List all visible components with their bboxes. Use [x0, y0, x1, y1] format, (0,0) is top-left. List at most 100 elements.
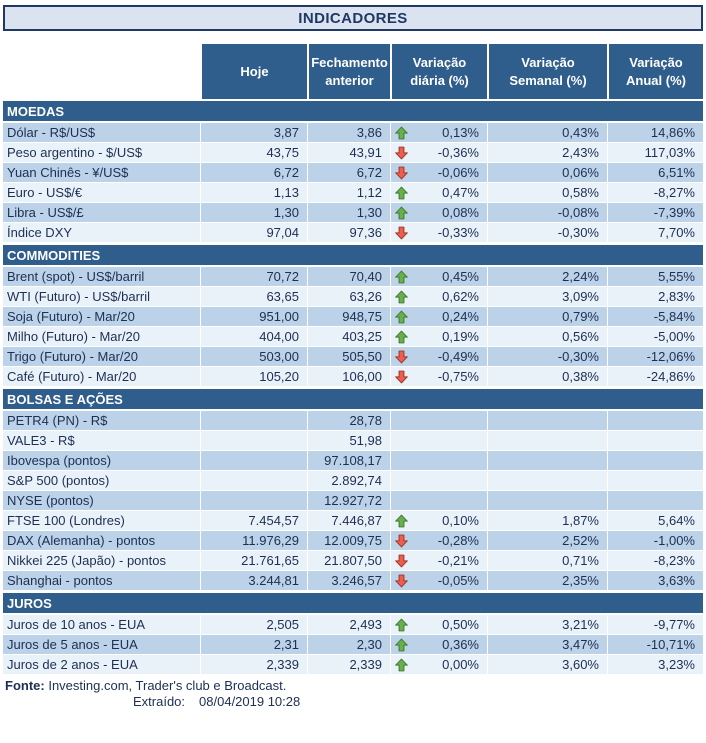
row-label: Trigo (Futuro) - Mar/20 [3, 347, 200, 366]
variacao-semanal-value: 3,60% [487, 655, 607, 674]
variacao-diaria-value: 0,62% [442, 289, 479, 304]
row-label: Nikkei 225 (Japão) - pontos [3, 551, 200, 570]
row-label: Brent (spot) - US$/barril [3, 267, 200, 286]
row-label: VALE3 - R$ [3, 431, 200, 450]
variacao-anual-value: -8,23% [607, 551, 703, 570]
variacao-diaria-cell: 0,36% [390, 635, 487, 654]
fechamento-anterior-value: 28,78 [307, 411, 390, 430]
variacao-anual-value [607, 491, 703, 510]
row-label: Juros de 10 anos - EUA [3, 615, 200, 634]
table-row: NYSE (pontos) 12.927,72 [3, 491, 703, 511]
row-label: Euro - US$/€ [3, 183, 200, 202]
up-arrow-icon [395, 310, 410, 324]
hoje-value: 3,87 [200, 123, 307, 142]
hoje-value [200, 491, 307, 510]
variacao-diaria-value: 0,50% [442, 617, 479, 632]
section-header-juros: JUROS [3, 593, 703, 613]
row-label: Shanghai - pontos [3, 571, 200, 590]
variacao-anual-value: 117,03% [607, 143, 703, 162]
section-header-commodities: COMMODITIES [3, 245, 703, 265]
variacao-diaria-cell [390, 451, 487, 470]
variacao-semanal-value: 2,43% [487, 143, 607, 162]
page-title: INDICADORES [3, 5, 703, 31]
table-row: Soja (Futuro) - Mar/20 951,00 948,75 0,24% 0… [3, 307, 703, 327]
source-label: Fonte: [5, 678, 45, 693]
variacao-diaria-value: -0,49% [437, 349, 479, 364]
variacao-diaria-value: -0,75% [437, 369, 479, 384]
up-arrow-icon [395, 290, 410, 304]
table-row: Dólar - R$/US$ 3,87 3,86 0,13% 0,43% 14,86% [3, 123, 703, 143]
fechamento-anterior-value: 1,12 [307, 183, 390, 202]
variacao-semanal-value: 1,87% [487, 511, 607, 530]
fechamento-anterior-value: 505,50 [307, 347, 390, 366]
hoje-value: 70,72 [200, 267, 307, 286]
table-row: S&P 500 (pontos) 2.892,74 [3, 471, 703, 491]
variacao-semanal-value: 0,71% [487, 551, 607, 570]
row-label: Soja (Futuro) - Mar/20 [3, 307, 200, 326]
variacao-semanal-value: 2,52% [487, 531, 607, 550]
variacao-semanal-value [487, 491, 607, 510]
column-header-row: Hoje Fechamento anterior Variação diária (… [3, 44, 703, 99]
down-arrow-icon [395, 534, 410, 548]
row-label: Juros de 5 anos - EUA [3, 635, 200, 654]
up-arrow-icon [395, 618, 410, 632]
indicators-report: INDICADORES Hoje Fechamento anterior Varia… [3, 5, 704, 710]
variacao-semanal-value: 3,21% [487, 615, 607, 634]
fechamento-anterior-value: 2,493 [307, 615, 390, 634]
variacao-anual-value: 3,23% [607, 655, 703, 674]
variacao-diaria-cell: -0,36% [390, 143, 487, 162]
up-arrow-icon [395, 186, 410, 200]
footer: Fonte: Investing.com, Trader's club e Br… [3, 678, 704, 710]
row-label: NYSE (pontos) [3, 491, 200, 510]
variacao-diaria-cell: -0,21% [390, 551, 487, 570]
down-arrow-icon [395, 574, 410, 588]
fechamento-anterior-value: 97.108,17 [307, 451, 390, 470]
variacao-anual-value: -12,06% [607, 347, 703, 366]
variacao-diaria-cell [390, 471, 487, 490]
row-label: PETR4 (PN) - R$ [3, 411, 200, 430]
up-arrow-icon [395, 658, 410, 672]
section-header-moedas: MOEDAS [3, 101, 703, 121]
variacao-diaria-value: 0,13% [442, 125, 479, 140]
fechamento-anterior-value: 403,25 [307, 327, 390, 346]
fechamento-anterior-value: 21.807,50 [307, 551, 390, 570]
hoje-value: 951,00 [200, 307, 307, 326]
variacao-anual-value [607, 451, 703, 470]
variacao-diaria-value: 0,08% [442, 205, 479, 220]
variacao-anual-value: -5,00% [607, 327, 703, 346]
header-spacer [3, 44, 200, 99]
column-header-varia-o-semanal: Variação Semanal (%) [487, 44, 607, 99]
table-row: FTSE 100 (Londres) 7.454,57 7.446,87 0,10% 1… [3, 511, 703, 531]
row-label: Índice DXY [3, 223, 200, 242]
variacao-diaria-value: -0,05% [437, 573, 479, 588]
fechamento-anterior-value: 2,30 [307, 635, 390, 654]
fechamento-anterior-value: 51,98 [307, 431, 390, 450]
variacao-diaria-cell: 0,47% [390, 183, 487, 202]
variacao-diaria-cell: -0,05% [390, 571, 487, 590]
fechamento-anterior-value: 3.246,57 [307, 571, 390, 590]
extracted-line: Extraído: 08/04/2019 10:28 [3, 694, 704, 710]
fechamento-anterior-value: 12.927,72 [307, 491, 390, 510]
row-label: DAX (Alemanha) - pontos [3, 531, 200, 550]
hoje-value: 503,00 [200, 347, 307, 366]
row-label: Milho (Futuro) - Mar/20 [3, 327, 200, 346]
variacao-diaria-cell: -0,06% [390, 163, 487, 182]
variacao-diaria-cell: 0,08% [390, 203, 487, 222]
column-header-varia-o-di-ria: Variação diária (%) [390, 44, 487, 99]
down-arrow-icon [395, 350, 410, 364]
source-line: Fonte: Investing.com, Trader's club e Br… [3, 678, 704, 694]
down-arrow-icon [395, 370, 410, 384]
variacao-anual-value: 5,64% [607, 511, 703, 530]
table-row: Euro - US$/€ 1,13 1,12 0,47% 0,58% -8,27% [3, 183, 703, 203]
up-arrow-icon [395, 206, 410, 220]
hoje-value: 2,505 [200, 615, 307, 634]
table-row: Nikkei 225 (Japão) - pontos 21.761,65 21.8… [3, 551, 703, 571]
row-label: Yuan Chinês - ¥/US$ [3, 163, 200, 182]
variacao-semanal-value [487, 411, 607, 430]
variacao-anual-value: -7,39% [607, 203, 703, 222]
variacao-anual-value [607, 411, 703, 430]
indicators-table: Hoje Fechamento anterior Variação diária (… [3, 44, 703, 675]
down-arrow-icon [395, 166, 410, 180]
variacao-diaria-cell: -0,75% [390, 367, 487, 386]
variacao-diaria-cell: -0,49% [390, 347, 487, 366]
